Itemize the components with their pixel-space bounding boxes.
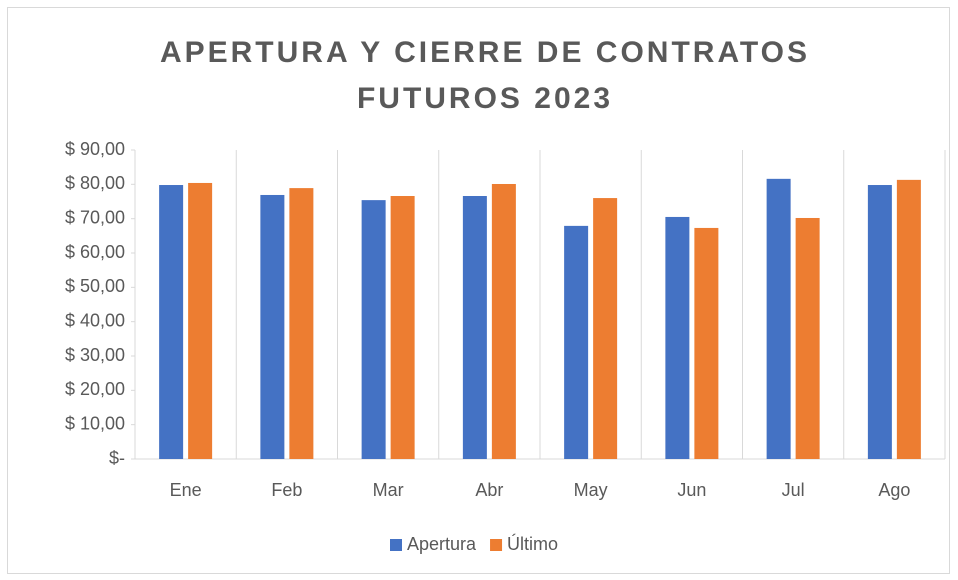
x-tick-label: Jul <box>782 480 805 500</box>
x-tick-label: Abr <box>475 480 503 500</box>
y-tick-label: $ 70,00 <box>65 207 125 227</box>
x-tick-label: May <box>574 480 608 500</box>
bar <box>361 200 386 460</box>
bar <box>462 196 487 460</box>
y-tick-label: $ 10,00 <box>65 413 125 433</box>
chart-title: APERTURA Y CIERRE DE CONTRATOS FUTUROS 2… <box>159 36 811 115</box>
y-tick-label: $ 30,00 <box>65 345 125 365</box>
x-tick-label: Feb <box>271 480 302 500</box>
x-tick-label: Jun <box>677 480 706 500</box>
bar <box>289 188 314 460</box>
y-tick-label: $ 60,00 <box>65 242 125 262</box>
x-tick-label: Ene <box>170 480 202 500</box>
bar <box>188 182 213 459</box>
bar <box>867 185 892 459</box>
legend-swatch <box>390 539 402 551</box>
y-tick-label: $ 20,00 <box>65 379 125 399</box>
legend-label: Último <box>507 533 558 554</box>
x-tick-label: Mar <box>373 480 404 500</box>
bar <box>593 198 618 460</box>
y-tick-label: $- <box>109 448 125 468</box>
y-tick-label: $ 50,00 <box>65 276 125 296</box>
bar <box>491 183 516 460</box>
bar <box>896 179 921 459</box>
bar <box>795 217 820 459</box>
y-tick-label: $ 90,00 <box>65 139 125 159</box>
legend-swatch <box>490 539 503 551</box>
legend-label: Apertura <box>407 534 477 554</box>
y-tick-label: $ 80,00 <box>65 173 125 193</box>
bar <box>564 225 589 459</box>
bar <box>694 227 719 459</box>
bar <box>260 194 285 459</box>
x-tick-label: Ago <box>878 480 910 500</box>
bar <box>766 178 791 459</box>
bar <box>159 185 184 459</box>
bar <box>665 216 690 459</box>
y-tick-label: $ 40,00 <box>65 310 125 330</box>
bar <box>390 196 415 460</box>
